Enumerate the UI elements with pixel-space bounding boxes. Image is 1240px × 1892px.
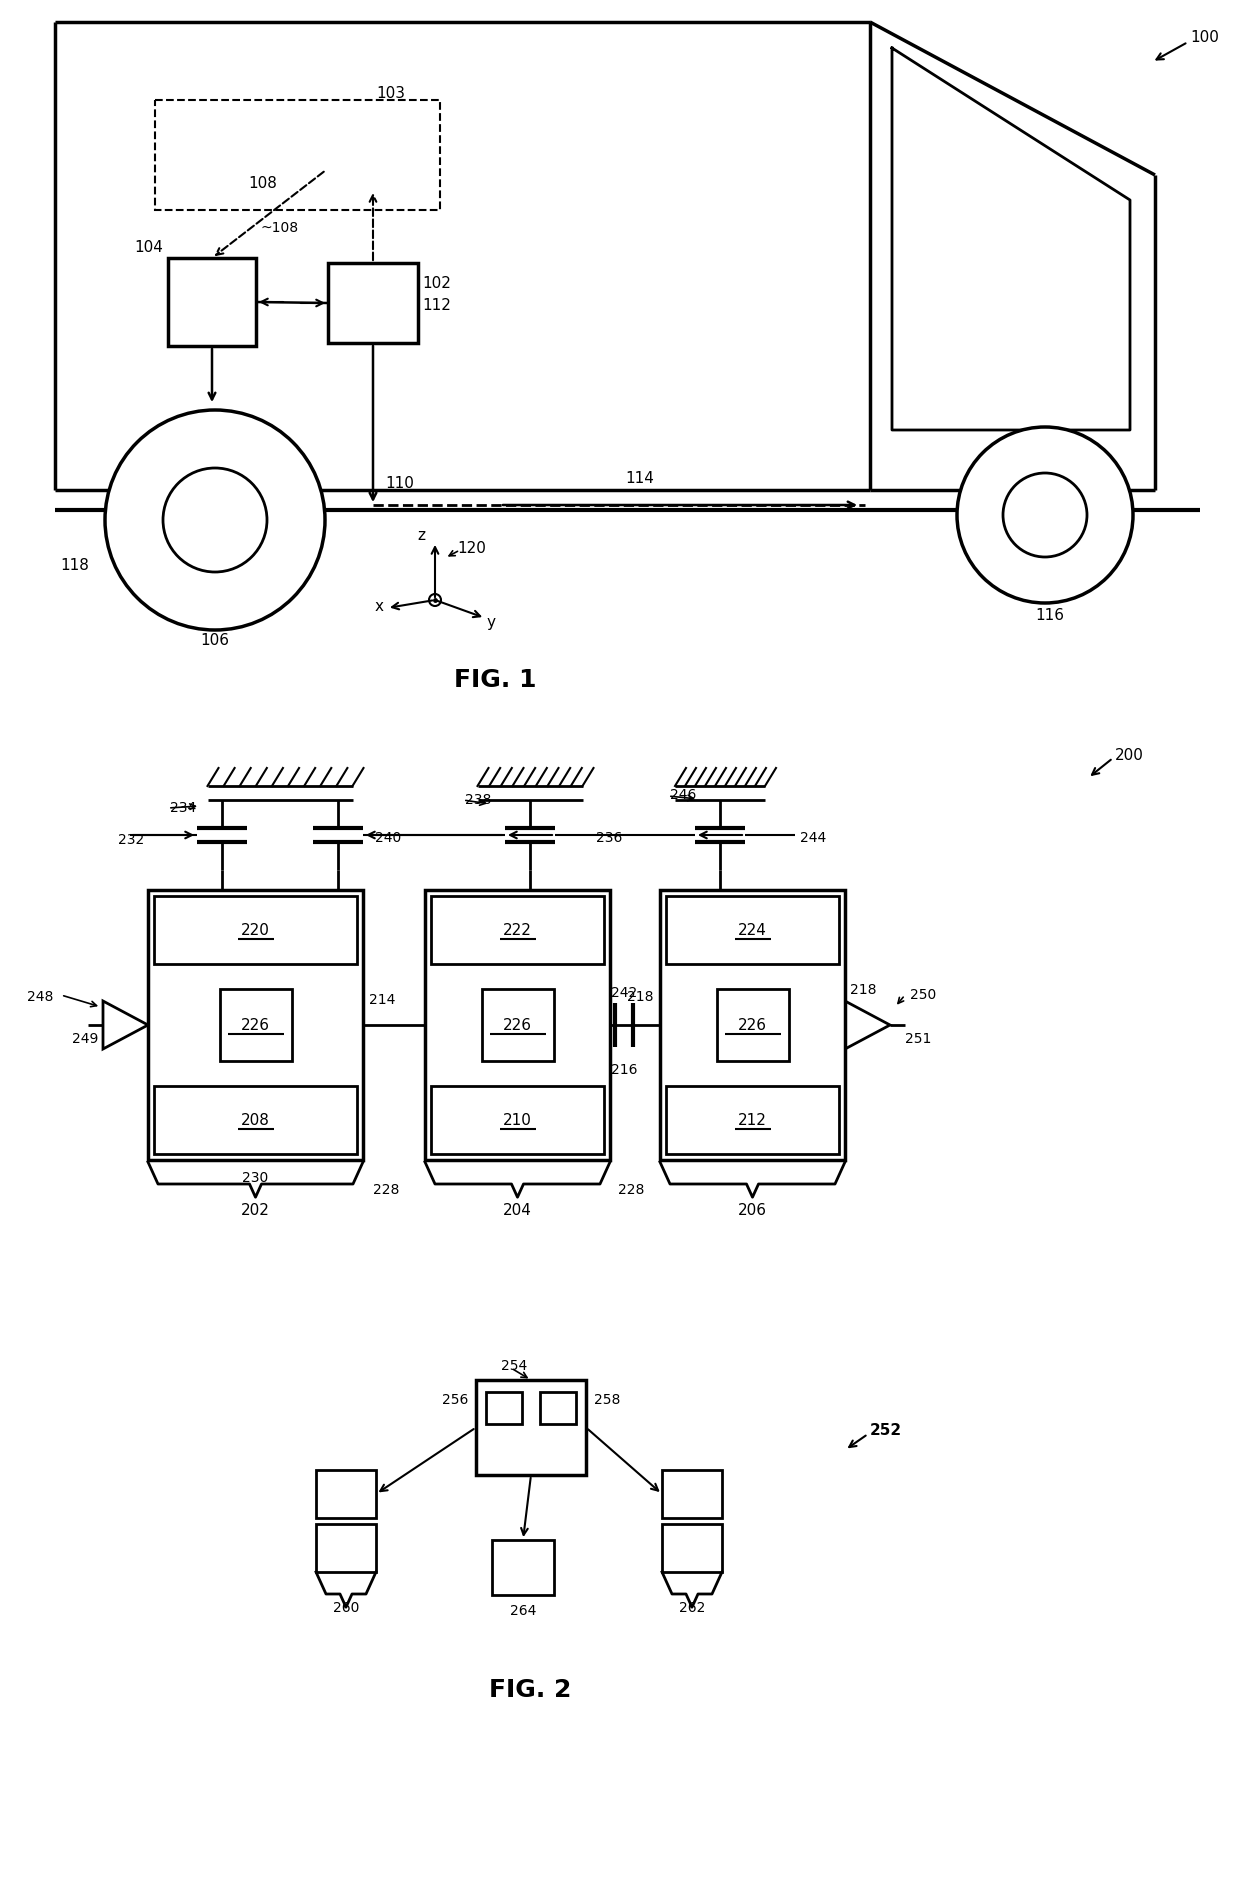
- Text: 238: 238: [465, 793, 491, 808]
- Text: 248: 248: [26, 990, 53, 1005]
- Bar: [425, 889, 610, 1160]
- Text: 202: 202: [241, 1203, 270, 1217]
- Text: 226: 226: [503, 1018, 532, 1033]
- Circle shape: [957, 428, 1133, 604]
- Text: 230: 230: [242, 1171, 269, 1184]
- Text: 110: 110: [384, 475, 414, 490]
- Text: 226: 226: [241, 1018, 270, 1033]
- Text: 264: 264: [510, 1604, 536, 1618]
- Bar: [167, 257, 255, 346]
- Bar: [662, 1470, 722, 1517]
- Text: 260: 260: [332, 1601, 360, 1616]
- Text: 254: 254: [501, 1358, 527, 1374]
- Bar: [432, 1086, 604, 1154]
- Bar: [666, 1086, 839, 1154]
- Text: 228: 228: [618, 1182, 645, 1198]
- Bar: [155, 100, 440, 210]
- Bar: [154, 897, 357, 965]
- Text: 262: 262: [678, 1601, 706, 1616]
- Bar: [326, 104, 436, 189]
- Text: 244: 244: [800, 831, 826, 846]
- Bar: [148, 889, 363, 1160]
- Text: 103: 103: [376, 85, 405, 100]
- Text: 240: 240: [374, 831, 401, 846]
- Text: 249: 249: [72, 1031, 98, 1046]
- Bar: [481, 990, 553, 1061]
- Text: 108: 108: [248, 176, 277, 191]
- Bar: [154, 1086, 357, 1154]
- Text: 120: 120: [458, 541, 486, 556]
- Text: 256: 256: [441, 1393, 467, 1408]
- Text: 222: 222: [503, 923, 532, 938]
- Circle shape: [162, 467, 267, 571]
- Bar: [660, 889, 844, 1160]
- Text: 116: 116: [1035, 607, 1064, 622]
- Text: ~108: ~108: [260, 221, 298, 235]
- Text: 250: 250: [910, 988, 936, 1003]
- Text: z: z: [417, 528, 425, 543]
- Text: 246: 246: [670, 787, 697, 802]
- Text: x: x: [374, 598, 383, 613]
- Text: FIG. 2: FIG. 2: [489, 1678, 572, 1703]
- Circle shape: [1003, 473, 1087, 556]
- Bar: [486, 1393, 522, 1425]
- Text: 220: 220: [241, 923, 270, 938]
- Text: 258: 258: [594, 1393, 620, 1408]
- Text: 228: 228: [373, 1182, 399, 1198]
- Text: 204: 204: [503, 1203, 532, 1217]
- Text: 102: 102: [422, 276, 451, 291]
- Text: 212: 212: [738, 1112, 766, 1128]
- Text: 104: 104: [134, 240, 162, 255]
- Text: 218: 218: [627, 990, 653, 1005]
- Bar: [316, 1470, 376, 1517]
- Bar: [329, 263, 418, 342]
- Text: 224: 224: [738, 923, 766, 938]
- Text: 118: 118: [60, 558, 89, 573]
- Text: 251: 251: [905, 1031, 931, 1046]
- Text: 200: 200: [1115, 747, 1143, 762]
- Text: 208: 208: [241, 1112, 270, 1128]
- Text: y: y: [486, 615, 496, 630]
- Bar: [539, 1393, 577, 1425]
- Bar: [662, 1523, 722, 1572]
- Circle shape: [105, 411, 325, 630]
- Text: 218: 218: [849, 984, 877, 997]
- Bar: [717, 990, 789, 1061]
- Text: 242: 242: [611, 986, 637, 1001]
- Bar: [432, 897, 604, 965]
- Bar: [492, 1540, 554, 1595]
- Bar: [666, 897, 839, 965]
- Text: FIG. 1: FIG. 1: [454, 668, 536, 692]
- Text: 252: 252: [870, 1423, 903, 1438]
- Text: 236: 236: [596, 831, 622, 846]
- Bar: [316, 1523, 376, 1572]
- Circle shape: [429, 594, 441, 605]
- Text: 206: 206: [738, 1203, 768, 1217]
- Text: 234: 234: [170, 800, 196, 815]
- Text: 214: 214: [370, 993, 396, 1007]
- Text: 232: 232: [118, 832, 144, 848]
- Bar: [476, 1379, 587, 1476]
- Bar: [219, 990, 291, 1061]
- Text: 216: 216: [611, 1063, 637, 1077]
- Text: 210: 210: [503, 1112, 532, 1128]
- Text: 112: 112: [422, 297, 451, 312]
- Text: 114: 114: [625, 471, 655, 486]
- Text: 226: 226: [738, 1018, 768, 1033]
- Text: 100: 100: [1190, 30, 1219, 45]
- Text: 106: 106: [201, 632, 229, 647]
